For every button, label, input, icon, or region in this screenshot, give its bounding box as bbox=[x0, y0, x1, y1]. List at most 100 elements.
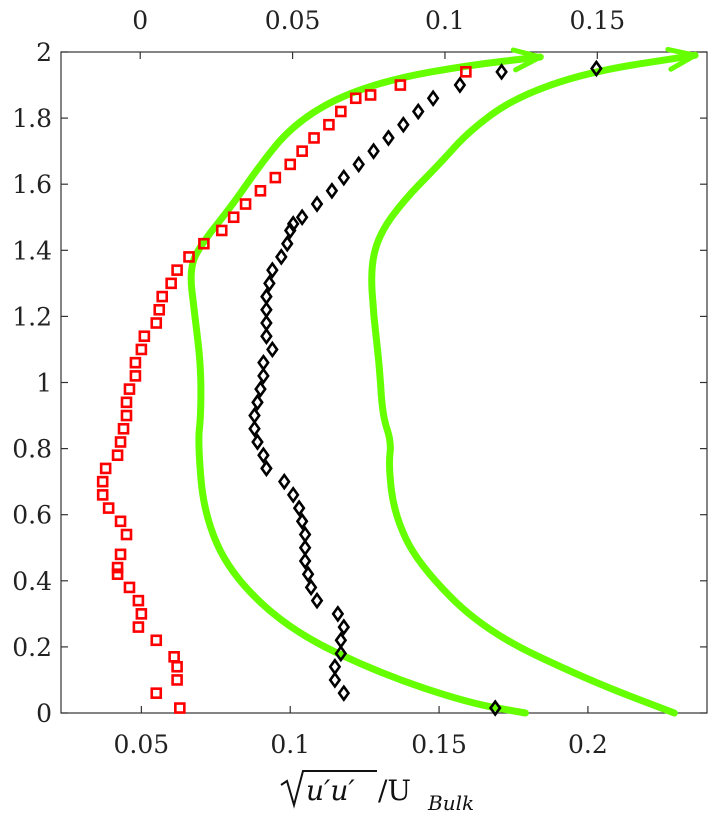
y-tick-label: 0.6 bbox=[12, 501, 52, 530]
bottom-tick-label: 0.1 bbox=[270, 730, 310, 759]
red-square-marker bbox=[114, 515, 127, 528]
red-square-marker bbox=[171, 674, 183, 686]
black-diamond-marker bbox=[334, 644, 348, 663]
red-square-marker bbox=[394, 79, 407, 91]
black-diamond-marker bbox=[411, 102, 425, 121]
red-square-marker bbox=[284, 158, 297, 171]
y-tick-labels: 0 0.2 0.4 0.6 0.8 1 1.2 1.4 1.6 1.8 2 bbox=[12, 38, 52, 728]
x-axis-label: u′u′ /U Bulk bbox=[280, 770, 474, 815]
black-diamond-marker bbox=[292, 499, 306, 517]
black-diamond-marker bbox=[337, 684, 351, 702]
black-diamond-marker bbox=[260, 459, 273, 478]
red-square-marker bbox=[120, 409, 133, 422]
red-square-marker bbox=[150, 634, 163, 647]
red-square-marker bbox=[117, 422, 130, 435]
black-diamond-marker bbox=[260, 301, 273, 319]
red-square-marker bbox=[174, 702, 186, 714]
red-square-marker bbox=[132, 621, 145, 633]
black-diamond-marker bbox=[495, 63, 508, 81]
black-diamond-marker bbox=[337, 168, 351, 187]
black-diamond-marker bbox=[331, 605, 345, 623]
plot-area-frame bbox=[60, 51, 708, 714]
black-diamond-marker bbox=[334, 631, 348, 650]
black-diamond-marker bbox=[382, 129, 395, 147]
red-square-marker bbox=[171, 660, 183, 673]
red-square-marker bbox=[183, 251, 195, 263]
red-square-marker bbox=[135, 343, 148, 356]
top-tick-labels: 0 0.05 0.1 0.15 bbox=[132, 6, 625, 35]
y-tick-label: 0.4 bbox=[12, 567, 52, 596]
red-square-marker bbox=[150, 317, 163, 329]
red-square-marker bbox=[111, 561, 124, 574]
y-tick-label: 1.8 bbox=[12, 104, 52, 133]
black-diamond-marker bbox=[254, 380, 267, 398]
series-arrowhead bbox=[510, 47, 543, 73]
red-square-marker bbox=[138, 330, 151, 343]
y-tick-label: 0.8 bbox=[12, 435, 52, 464]
black-diamond-marker bbox=[251, 433, 264, 451]
black-diamond-marker bbox=[295, 208, 309, 226]
bottom-tick-label: 0.15 bbox=[411, 730, 467, 759]
black-diamond-marker bbox=[352, 155, 365, 174]
red-square-marker bbox=[102, 502, 115, 514]
red-square-marker bbox=[96, 489, 109, 501]
black-diamond-marker bbox=[397, 115, 410, 134]
top-tick-label: 0 bbox=[132, 6, 148, 35]
bottom-tick-label: 0.2 bbox=[568, 730, 608, 759]
red-square-marker bbox=[96, 475, 109, 488]
black-diamond-marker bbox=[286, 215, 300, 233]
red-square-marker bbox=[114, 548, 127, 561]
x-axis-label-divider: /U bbox=[378, 774, 411, 807]
red-square-marker bbox=[296, 145, 308, 157]
black-diamond-marker bbox=[266, 261, 279, 279]
series-arrowhead bbox=[665, 46, 698, 72]
red-square-marker bbox=[308, 132, 320, 144]
black-diamond-marker bbox=[263, 274, 276, 293]
red-square-marker bbox=[239, 198, 252, 210]
top-tick-label: 0.15 bbox=[569, 6, 625, 35]
black-diamond-marker bbox=[590, 59, 603, 78]
red-square-marker bbox=[198, 237, 210, 250]
bottom-tick-labels: 0.05 0.1 0.15 0.2 bbox=[114, 730, 608, 759]
black-diamond-marker bbox=[248, 420, 261, 438]
black-diamond-marker bbox=[295, 512, 309, 531]
black-diamond-marker bbox=[280, 234, 294, 253]
series-line-1 bbox=[368, 51, 699, 717]
red-square-marker bbox=[99, 462, 112, 475]
bottom-tick-label: 0.05 bbox=[114, 730, 170, 759]
red-square-marker bbox=[323, 118, 335, 131]
black-diamond-marker bbox=[328, 671, 342, 689]
red-square-marker bbox=[123, 581, 136, 594]
black-diamond-marker bbox=[310, 195, 324, 213]
y-tick-label: 1.2 bbox=[12, 302, 52, 331]
black-diamond-marker bbox=[248, 406, 261, 425]
red-square-marker bbox=[150, 687, 163, 699]
red-square-marker bbox=[171, 264, 183, 276]
black-diamond-marker bbox=[367, 142, 380, 160]
top-tick-label: 0.1 bbox=[425, 6, 465, 35]
black-diamond-marker bbox=[266, 340, 279, 359]
series-line-0 bbox=[187, 53, 544, 717]
y-tick-label: 0.2 bbox=[12, 633, 52, 662]
black-diamond-marker bbox=[257, 367, 270, 385]
y-tick-label: 1 bbox=[36, 369, 52, 398]
black-diamond-marker bbox=[260, 287, 273, 306]
red-square-marker bbox=[227, 211, 240, 224]
red-square-marker bbox=[129, 370, 142, 382]
red-square-marker bbox=[168, 651, 180, 663]
red-square-marker bbox=[153, 303, 166, 316]
axis-ticks bbox=[61, 51, 707, 714]
red-square-marker bbox=[123, 383, 136, 395]
red-square-marker bbox=[364, 89, 377, 101]
red-square-marker bbox=[269, 171, 282, 184]
red-square-marker bbox=[129, 356, 142, 369]
red-square-marker bbox=[335, 105, 347, 118]
black-diamond-marker bbox=[328, 658, 342, 676]
red-square-marker bbox=[132, 594, 145, 607]
black-diamond-marker bbox=[301, 565, 315, 583]
black-diamond-marker bbox=[310, 591, 324, 610]
black-diamond-marker bbox=[275, 248, 288, 266]
red-square-marker bbox=[135, 608, 148, 620]
red-square-marker bbox=[120, 396, 133, 409]
